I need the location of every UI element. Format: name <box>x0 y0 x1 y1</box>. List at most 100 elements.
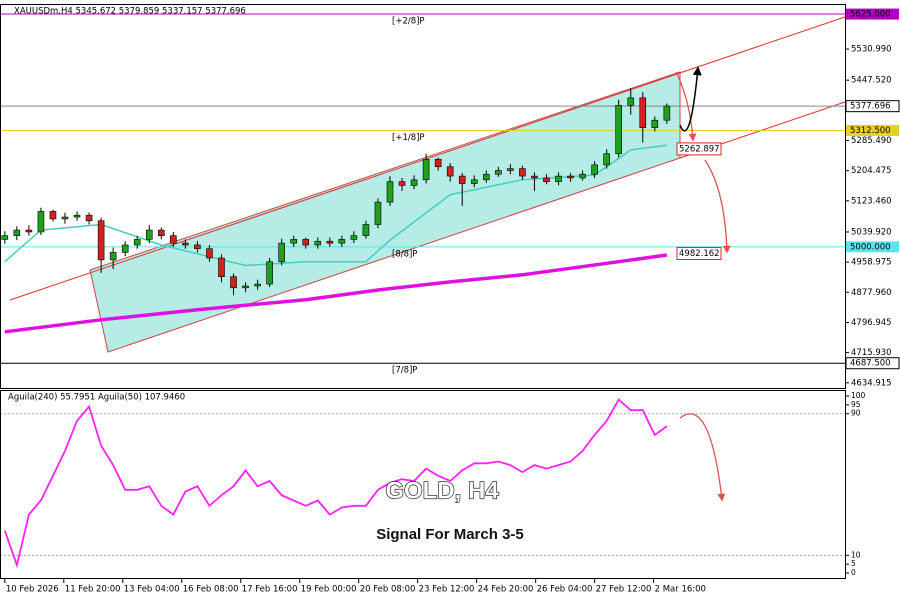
y-tick-label: 95 <box>851 400 861 409</box>
candle-body <box>495 170 502 175</box>
candle-body <box>482 173 490 181</box>
candle-body <box>398 181 406 186</box>
channel-line <box>9 16 846 301</box>
x-tick-label: 26 Feb 04:00 <box>537 585 593 595</box>
candle-body <box>519 168 526 177</box>
arrow <box>679 66 702 132</box>
indicator-line <box>3 398 668 569</box>
x-tick-label: 17 Feb 16:00 <box>242 585 298 595</box>
x-tick-label: 23 Feb 12:00 <box>419 585 475 595</box>
x-tick-label: 24 Feb 20:00 <box>478 585 534 595</box>
candle-body <box>230 276 237 289</box>
murray-label: [+1/8]P <box>392 133 425 143</box>
candle-body <box>639 97 647 128</box>
candle-body <box>615 105 623 155</box>
candle-body <box>278 242 285 263</box>
y-tick-label: 10 <box>851 550 861 559</box>
candle-body <box>663 105 671 121</box>
x-tick-label: 27 Feb 12:00 <box>596 585 652 595</box>
y-tick-label: 4877.960 <box>851 288 892 298</box>
candle-body <box>206 248 213 259</box>
candle-body <box>121 244 129 253</box>
level-tag <box>846 124 899 136</box>
level-label: 5000.000 <box>850 242 891 252</box>
candle-body <box>446 166 454 177</box>
candle-body <box>25 229 33 233</box>
y-tick-label: 5204.475 <box>851 166 892 176</box>
candle-body <box>338 239 346 244</box>
candle-body <box>591 164 598 175</box>
x-tick-label: 16 Feb 08:00 <box>183 585 239 595</box>
price-box-label: 4982.162 <box>679 249 720 259</box>
murray-label: [7/8]P <box>392 366 417 376</box>
candle-body <box>326 240 334 244</box>
candle-body <box>1 235 9 240</box>
arrow <box>679 413 726 502</box>
candle-body <box>567 175 574 179</box>
level-label: 5377.696 <box>850 102 891 112</box>
candle-body <box>37 211 45 233</box>
x-tick-label: 10 Feb 2026 <box>6 585 59 595</box>
y-tick-label: 5285.490 <box>851 136 892 146</box>
murray-label: [8/8]P <box>392 249 417 259</box>
candle-body <box>603 153 610 166</box>
candle-body <box>302 239 310 246</box>
indicator-title: Aguila(240) 55.7951 Aguila(50) 107.9460 <box>8 393 185 403</box>
candle-body <box>434 159 442 168</box>
candle-body <box>410 179 418 186</box>
price-box-label: 5262.897 <box>679 144 720 154</box>
candle-body <box>242 285 249 289</box>
y-tick-label: 0 <box>851 568 856 577</box>
x-tick-label: 19 Feb 00:00 <box>301 585 357 595</box>
y-tick-label: 4958.975 <box>851 258 892 268</box>
marks: 5530.990 5447.520 5285.490 5204.475 5123.460… <box>0 8 900 595</box>
candle-body <box>49 211 57 220</box>
murray-label: [+2/8]P <box>392 17 425 27</box>
arrow <box>675 71 697 142</box>
y-tick-label: 100 <box>851 391 866 400</box>
watermark: GOLD, H4 <box>385 477 499 504</box>
candle-body <box>579 173 586 179</box>
candle-body <box>362 224 370 236</box>
candle-body <box>170 235 177 244</box>
candle-body <box>109 252 117 261</box>
candle-body <box>13 229 21 236</box>
y-tick-label: 4796.945 <box>851 318 892 328</box>
y-tick-label: 5 <box>851 559 856 568</box>
x-tick-label: 2 Mar 16:00 <box>655 585 706 595</box>
sub-frame <box>0 390 846 579</box>
candle-body <box>386 181 394 203</box>
price-box <box>676 142 722 156</box>
subtitle: Signal For March 3-5 <box>376 526 524 543</box>
candle-body <box>555 175 562 182</box>
candle-body <box>458 175 466 184</box>
candle-body <box>422 159 430 181</box>
y-tick-label: 4634.915 <box>851 378 892 388</box>
candle-body <box>350 235 358 240</box>
main-panel <box>9 16 846 353</box>
level-label: 5312.500 <box>850 126 891 136</box>
y-tick-label: 4715.930 <box>851 348 892 358</box>
x-tick-label: 11 Feb 20:00 <box>65 585 121 595</box>
candle-body <box>133 239 141 246</box>
arrows <box>675 66 731 502</box>
level-tag <box>846 241 899 253</box>
candle-body <box>254 283 261 287</box>
candle-body <box>470 179 478 184</box>
y-tick-label: 5530.990 <box>851 45 892 55</box>
candle-body <box>73 214 81 218</box>
candle-body <box>374 201 382 225</box>
candle-body <box>145 229 153 240</box>
arrow <box>704 159 731 254</box>
candle-body <box>194 244 201 250</box>
x-tick-label: 20 Feb 08:00 <box>360 585 416 595</box>
y-tick-label: 5447.520 <box>851 76 892 86</box>
candle-body <box>61 216 69 220</box>
candle-body <box>543 177 550 182</box>
candle-body <box>266 261 273 285</box>
chart-title: XAUUSDm,H4 5345.672 5379.859 5337.157 53… <box>14 7 246 17</box>
y-tick-label: 90 <box>851 409 861 418</box>
candle-body <box>97 220 105 261</box>
